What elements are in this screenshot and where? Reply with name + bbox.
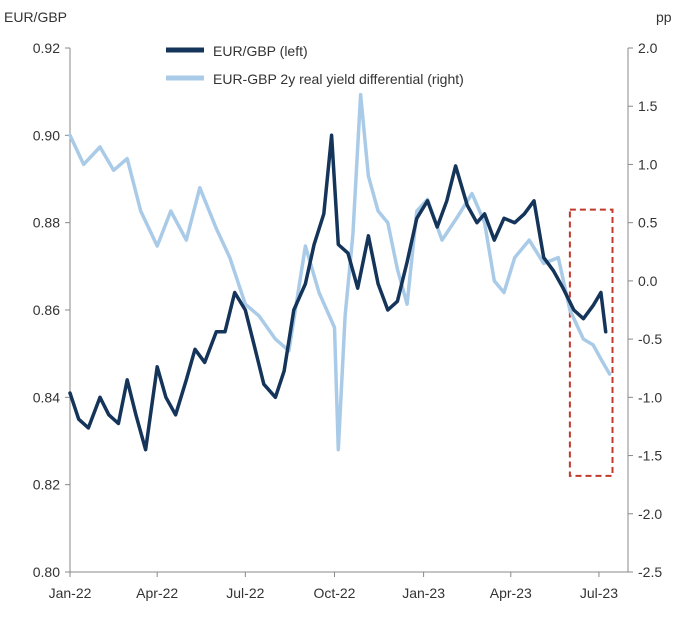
left-tick-label: 0.86 bbox=[33, 302, 60, 318]
x-tick-label: Jan-22 bbox=[49, 585, 92, 601]
left-tick-label: 0.88 bbox=[33, 215, 60, 231]
left-axis-label: EUR/GBP bbox=[4, 9, 67, 25]
x-tick-label: Jul-23 bbox=[580, 585, 618, 601]
right-tick-label: 0.5 bbox=[638, 215, 658, 231]
legend-label-eurgbp: EUR/GBP (left) bbox=[213, 43, 308, 59]
legend-label-yield-diff: EUR-GBP 2y real yield differential (righ… bbox=[213, 71, 464, 87]
axes bbox=[69, 48, 629, 573]
highlight-box bbox=[568, 208, 614, 477]
x-tick-label: Oct-22 bbox=[313, 585, 355, 601]
x-tick-labels: Jan-22 Apr-22 Jul-22 Oct-22 Jan-23 Apr-23 Jul-… bbox=[49, 572, 618, 601]
right-tick-label: -1.0 bbox=[638, 389, 662, 405]
x-tick-label: Apr-22 bbox=[136, 585, 178, 601]
right-tick-label: -0.5 bbox=[638, 331, 662, 347]
right-tick-label: 1.0 bbox=[638, 156, 658, 172]
right-tick-label: -2.0 bbox=[638, 506, 662, 522]
left-tick-label: 0.92 bbox=[33, 40, 60, 56]
legend: EUR/GBP (left) EUR-GBP 2y real yield dif… bbox=[166, 43, 464, 87]
x-tick-label: Jul-22 bbox=[226, 585, 264, 601]
left-tick-label: 0.82 bbox=[33, 477, 60, 493]
x-tick-label: Apr-23 bbox=[490, 585, 532, 601]
right-axis-label: pp bbox=[656, 9, 672, 25]
highlight-region bbox=[568, 208, 614, 477]
right-tick-label: 1.5 bbox=[638, 98, 658, 114]
left-tick-label: 0.90 bbox=[33, 127, 60, 143]
right-tick-labels: -2.5 -2.0 -1.5 -1.0 -0.5 0.0 0.5 1.0 1.5 2.0 bbox=[628, 40, 662, 580]
right-tick-label: 2.0 bbox=[638, 40, 658, 56]
left-tick-label: 0.80 bbox=[33, 564, 60, 580]
series-line-yield-diff bbox=[68, 92, 612, 452]
x-tick-label: Jan-23 bbox=[402, 585, 445, 601]
right-tick-label: -2.5 bbox=[638, 564, 662, 580]
right-tick-label: -1.5 bbox=[638, 448, 662, 464]
left-tick-label: 0.84 bbox=[33, 389, 60, 405]
series-layer bbox=[68, 92, 612, 452]
series-line-eurgbp bbox=[68, 133, 608, 452]
right-tick-label: 0.0 bbox=[638, 273, 658, 289]
left-tick-labels: 0.80 0.82 0.84 0.86 0.88 0.90 0.92 bbox=[33, 40, 70, 580]
